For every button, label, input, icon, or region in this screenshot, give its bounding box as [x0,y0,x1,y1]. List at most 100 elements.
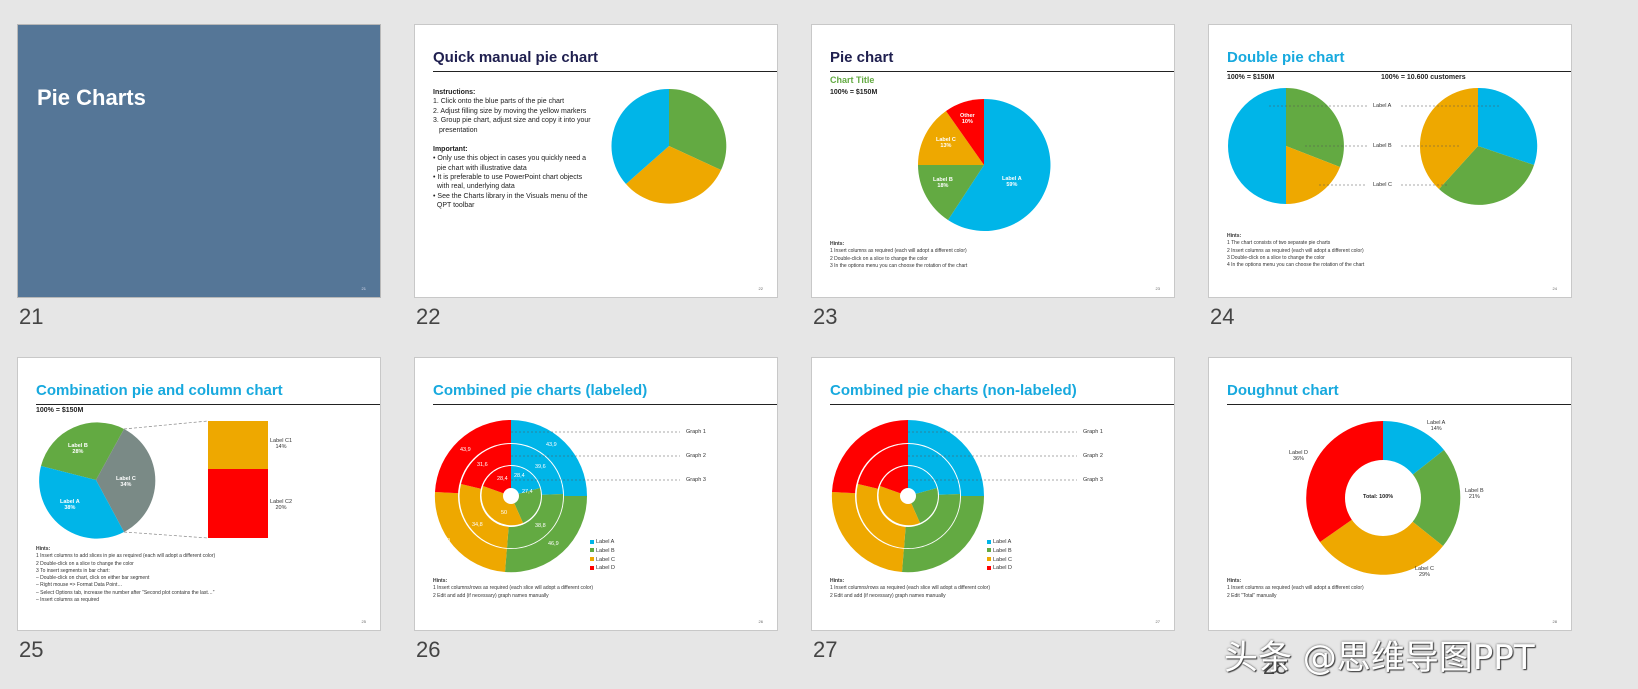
instructions-block: Instructions: 1. Click onto the blue par… [433,89,591,210]
slide-title: Quick manual pie chart [433,49,599,66]
imp-line: It is preferable to use PowerPoint chart… [437,173,583,181]
pie-slice-orange [626,146,721,204]
pie-slice-cyan [611,88,669,184]
value-label: 46,9 [548,541,559,547]
value-label: 34,8 [472,522,483,528]
hint-line: 2 Insert columns as required (each will … [1227,247,1364,254]
slice-label: Label A 38% [60,499,80,511]
instructions-heading: Instructions: [433,89,476,96]
hint-line: 2 Double-click on a slice to change the … [36,560,134,567]
title-rule [433,404,777,405]
center-total: Total: 100% [1363,494,1394,500]
hints-block: Hints: 1 Insert columns/rows as required… [830,578,990,600]
important-heading: Important: [433,145,468,153]
pie-slice-other [946,98,984,165]
graph-label: Graph 1 [1083,429,1103,435]
left-pie-slice-a [1228,88,1286,204]
hint-line: 2 Edit and add (if necessary) graph name… [433,592,549,599]
connector-label: Label B [1373,143,1392,149]
pie-slice-label-a [948,98,1051,231]
hint-line: 1 The chart consists of two separate pie… [1227,240,1331,247]
title-rule [433,71,777,72]
slide-27-canvas[interactable]: Combined pie charts (non-labeled) [811,357,1175,631]
column-label: Label C2 20% [270,499,293,511]
slice-label: Label C 29% [1415,566,1434,578]
doughnut-slice-c [1320,498,1443,575]
page-number: 22 [758,286,763,291]
slide-title: Combination pie and column chart [36,382,283,399]
value-label: 28,4 [497,476,508,482]
slide-26-canvas[interactable]: Combined pie charts (labeled) [414,357,778,631]
slide-title: Pie Charts [37,85,146,110]
hint-line: – Insert columns as required [36,596,100,603]
hints-heading: Hints: [830,578,845,584]
title-rule [830,404,1174,405]
instr-line: 1. Click onto the blue parts of the pie … [433,98,565,106]
doughnut-slice-d [1306,421,1383,542]
slide-title: Combined pie charts (non-labeled) [830,382,1077,399]
imp-line: Only use this object in cases you quickl… [437,155,587,163]
imp-line: pie chart with illustrative data [436,164,527,172]
left-total: 100% = $150M [1227,74,1275,81]
slide-28-canvas[interactable]: Doughnut chart Total: 100% Label A 14% La… [1208,357,1572,631]
hint-line: 2 Edit “Total” manually [1227,592,1277,599]
double-pie-graphic [1228,87,1538,205]
slide-22-canvas[interactable]: Quick manual pie chart Instructions: 1. … [414,24,778,298]
slide-21-canvas[interactable]: Pie Charts 21 [17,24,381,298]
column-segment-c1 [208,421,268,469]
title-rule [1227,71,1571,72]
pie-column-graphic [39,420,268,539]
connector-label: Label C [1373,182,1392,188]
hints-block: Hints: 1 Insert columns as required (eac… [1227,578,1364,600]
value-label: 31,6 [477,462,488,468]
hint-line: 1 Insert columns/rows as required (each … [830,585,990,592]
slice-label: Label C 34% [116,476,136,488]
slide-title: Double pie chart [1227,49,1345,66]
hint-line: 1 Insert columns as required (each will … [1227,585,1364,592]
hints-heading: Hints: [1227,233,1242,239]
slide-number-label: 23 [813,304,838,329]
slice-label: Label B 28% [68,443,88,455]
graph-label: Graph 3 [1083,477,1103,483]
slide-25-canvas[interactable]: Combination pie and column chart 100% = … [17,357,381,631]
hints-heading: Hints: [36,546,51,552]
hints-heading: Hints: [830,241,845,247]
graph-label: Graph 1 [686,429,706,435]
title-rule [1227,404,1571,405]
watermark-text: 头条 @思维导图PPT [1224,638,1535,678]
hint-line: 1 Insert columns to add slices in pie as… [36,553,216,560]
graph-label: Graph 3 [686,477,706,483]
slice-label: Label A 14% [1427,420,1446,432]
total-label: 100% = $150M [36,407,84,414]
pie-slice-green [669,88,727,170]
hints-block: Hints: 1 The chart consists of two separ… [1227,233,1364,269]
slide-24-canvas[interactable]: Double pie chart 100% = $150M 100% = 10.… [1208,24,1572,298]
pie-slice-label-a [39,466,124,539]
hints-block: Hints: 1 Insert columns as required (eac… [830,241,967,270]
slide-number-label: 26 [416,637,441,662]
slide-number-label: 28 [1263,654,1288,679]
hint-line: 3 Double-click on a slice to change the … [1227,254,1325,261]
page-number: 26 [758,619,763,624]
hints-block: Hints: 1 Insert columns/rows as required… [433,578,593,600]
value-label: 40 [444,538,451,544]
doughnut-slice-b [1383,450,1461,546]
hint-line: – Right mouse => Format Data Point… [36,582,123,589]
slice-label: Label B 18% [933,177,953,189]
slice-label: Other 10% [960,113,975,125]
page-number: 25 [361,619,366,624]
left-pie-slice-c [1286,146,1340,204]
slide-23-canvas[interactable]: Pie chart Chart Title 100% = $150M Label… [811,24,1175,298]
pie-slice-label-b [918,165,984,220]
pie-slice-label-c [918,111,984,165]
value-label: 43,9 [460,447,471,453]
hint-line: – Double-click on chart, click on either… [36,575,150,581]
right-pie-slice-c [1419,87,1478,189]
hint-line: 2 Edit and add (if necessary) graph name… [830,592,946,599]
page-number: 28 [1552,619,1557,624]
page-number: 24 [1552,286,1557,291]
total-label: 100% = $150M [830,89,878,96]
combined-pie-labeled-graphic [434,419,680,573]
instr-line: 3. Group pie chart, adjust size and copy… [433,117,591,125]
